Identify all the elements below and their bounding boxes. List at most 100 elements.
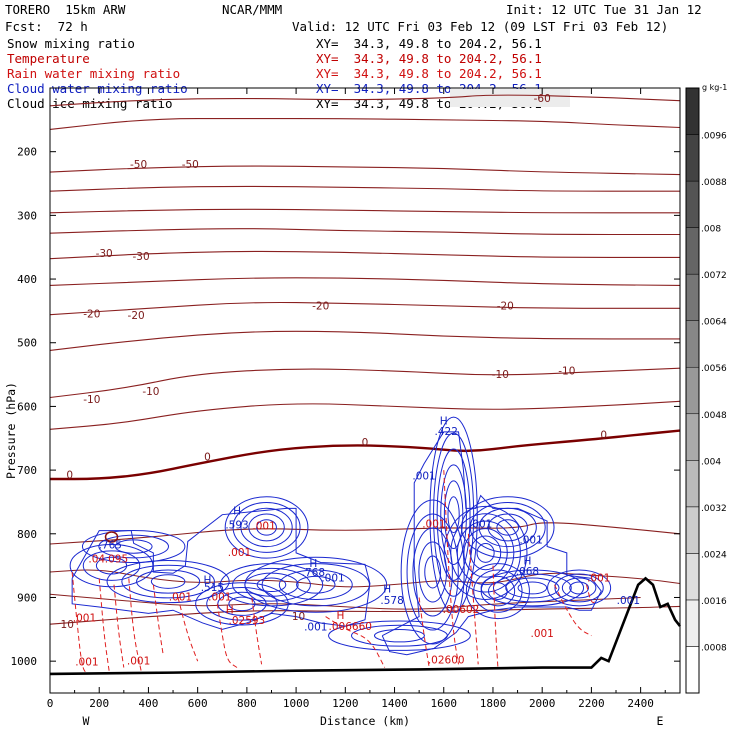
- x-tick-label: 2200: [578, 697, 605, 710]
- contour-label: 0: [66, 469, 73, 481]
- cloud-water-contour: [496, 519, 520, 536]
- rain-water-contour: [177, 597, 199, 662]
- colorbar-band: [685, 506, 700, 554]
- cloud-water-contour: [106, 559, 230, 604]
- contour-label: .02600: [428, 655, 465, 667]
- y-tick-label: 900: [17, 591, 37, 604]
- cloud-water-contour: [224, 496, 309, 559]
- cloud-water-contour: [114, 539, 153, 554]
- contour-label: H: [440, 415, 448, 427]
- contour-label: -60: [534, 93, 551, 105]
- cloud-water-contour: [492, 573, 572, 603]
- rain-water-contour: [325, 616, 386, 668]
- field-name: Snow mixing ratio: [7, 36, 135, 51]
- cloud-water-contour: [547, 569, 612, 607]
- cloud-water-contour: [150, 574, 186, 589]
- valid-time: Valid: 12 UTC Fri 03 Feb 12 (09 LST Fri …: [292, 19, 669, 34]
- contour-label: .001: [519, 534, 542, 546]
- cloud-water-contour: [561, 577, 597, 599]
- colorbar-band: [685, 273, 700, 321]
- contour-label: .04: [88, 553, 105, 565]
- cloud-water-contour: [463, 528, 508, 578]
- y-tick-label: 700: [17, 464, 37, 477]
- contour-label: 0: [204, 452, 211, 464]
- contour-label: .001: [304, 622, 327, 634]
- contour-label: -10: [83, 394, 100, 406]
- rain-water-contour: [98, 578, 110, 671]
- cloud-water-contour: [373, 628, 425, 643]
- field-name: Rain water mixing ratio: [7, 66, 181, 81]
- contour-label: .001: [127, 655, 150, 667]
- x-tick-label: 1800: [480, 697, 507, 710]
- axes: 0 200 400 600 800 1000 1200 1400 1600 1800 2000 220…: [4, 88, 680, 728]
- contour-label: 0: [362, 437, 369, 449]
- contour-label: -50: [130, 159, 147, 171]
- rain-water-contour: [251, 597, 263, 665]
- cloud-water-contour: [244, 556, 388, 613]
- y-tick-label: 400: [17, 273, 37, 286]
- x-tick-label: 1200: [332, 697, 359, 710]
- cloud-water-contour: [480, 575, 516, 607]
- cloud-water-contour: [433, 432, 475, 597]
- cloud-water-contour: [81, 530, 186, 564]
- contour-label: H: [336, 610, 344, 622]
- cloud-water-contour: [412, 527, 453, 617]
- contour-label: H: [383, 583, 391, 595]
- contour-label: -50: [182, 159, 199, 171]
- x-tick-label: 1600: [431, 697, 458, 710]
- contour-label: H: [523, 555, 531, 567]
- colorbar-tick-label: .0008: [701, 643, 727, 653]
- cloud-water-contour: [232, 567, 311, 602]
- x-tick-label: 800: [237, 697, 257, 710]
- colorbar-tick-label: .0056: [701, 364, 727, 374]
- y-tick-label: 500: [17, 337, 37, 350]
- isotherm-line: [49, 301, 680, 316]
- contour-label: .765: [99, 539, 122, 551]
- cloud-water-contour: [450, 513, 521, 593]
- cloud-water-contour: [473, 569, 523, 613]
- cloud-water-contour: [121, 564, 215, 599]
- contour-label: .001: [75, 657, 98, 669]
- contour-label: 0: [600, 429, 607, 441]
- x-axis-label: Distance (km): [320, 714, 410, 728]
- colorbar-band: [685, 87, 700, 135]
- plot-frame: [49, 87, 681, 694]
- cloud-water-contour: [424, 555, 442, 589]
- x-tick-label: 600: [188, 697, 208, 710]
- field-name: Temperature: [7, 51, 90, 66]
- contour-label: -10: [492, 369, 509, 381]
- colorbar-unit: g kg-1: [702, 83, 727, 92]
- x-tick-label: 2400: [627, 697, 654, 710]
- terrain-surface-line: [49, 576, 682, 676]
- cloud-water-contour: [569, 581, 589, 595]
- isotherm-line: [49, 250, 680, 260]
- cloud-water-contour: [82, 550, 141, 581]
- cloud-water-contour: [240, 507, 293, 548]
- rain-water-contour: [128, 578, 142, 671]
- isotherm-line: [49, 165, 681, 176]
- colorbar-band: [685, 553, 700, 601]
- x-tick-label: 2000: [529, 697, 556, 710]
- rain-water-contour: [418, 597, 430, 667]
- rain-water-contour: [152, 584, 164, 655]
- contour-label: 10: [292, 611, 305, 623]
- x-tick-label: 1000: [283, 697, 310, 710]
- cloud-water-contour: [443, 505, 528, 600]
- contour-label: .001: [252, 520, 275, 532]
- contour-label: .515: [201, 582, 224, 594]
- init-time: Init: 12 UTC Tue 31 Jan 12: [506, 2, 702, 17]
- contour-label: .001: [73, 613, 96, 625]
- cloud-water-contour: [195, 582, 289, 626]
- cloud-water-contour: [244, 572, 299, 597]
- colorbar-tick-label: .008: [701, 225, 721, 235]
- isotherm-line: [49, 367, 681, 399]
- colorbar-band: [685, 320, 700, 368]
- cloud-water-contour: [460, 496, 555, 559]
- contour-label: H: [204, 574, 212, 586]
- x-tick-label: 200: [89, 697, 109, 710]
- cloud-water-contour: [406, 513, 459, 631]
- snow-shade-patch: [450, 89, 570, 107]
- contour-label: .578: [380, 595, 403, 607]
- isotherm-line: [49, 118, 681, 130]
- field-xy: XY= 34.3, 49.8 to 204.2, 56.1: [316, 66, 542, 81]
